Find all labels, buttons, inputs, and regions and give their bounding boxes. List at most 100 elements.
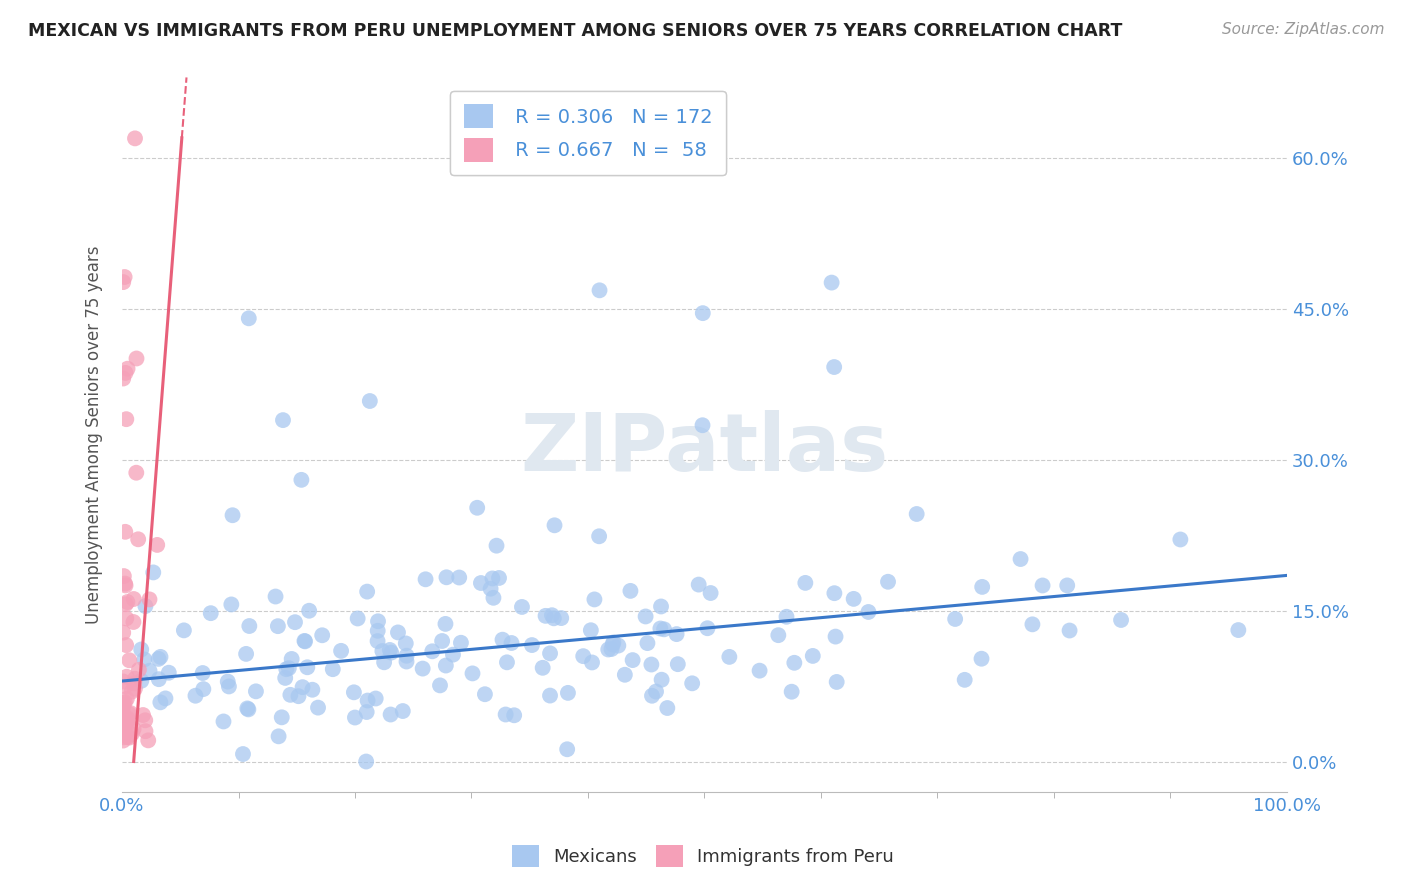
Point (294, 633, 316, 648)
Point (184, 689, 207, 703)
Point (380, 646, 402, 660)
Point (200, 606, 222, 620)
Point (510, 599, 533, 614)
Point (794, 575, 817, 590)
Point (434, 658, 457, 673)
Point (356, 584, 378, 599)
Point (122, 592, 145, 607)
Point (118, 731, 141, 745)
Point (681, 676, 703, 690)
Point (114, 680, 136, 694)
Point (371, 644, 394, 658)
Point (496, 656, 519, 670)
Point (271, 413, 294, 427)
Point (112, 371, 135, 385)
Point (972, 580, 994, 594)
Point (356, 705, 378, 719)
Point (138, 664, 160, 678)
Point (112, 275, 135, 289)
Point (651, 673, 673, 687)
Point (718, 649, 741, 664)
Text: MEXICAN VS IMMIGRANTS FROM PERU UNEMPLOYMENT AMONG SENIORS OVER 75 YEARS CORRELA: MEXICAN VS IMMIGRANTS FROM PERU UNEMPLOY… (28, 22, 1122, 40)
Point (359, 394, 381, 409)
Legend: Mexicans, Immigrants from Peru: Mexicans, Immigrants from Peru (505, 838, 901, 874)
Point (534, 608, 557, 623)
Point (650, 622, 672, 636)
Point (420, 644, 443, 658)
Point (1059, 624, 1081, 638)
Point (579, 624, 602, 638)
Point (1056, 578, 1078, 592)
Point (236, 701, 259, 715)
Point (129, 642, 152, 657)
Point (322, 662, 344, 676)
Point (415, 572, 437, 586)
Point (436, 570, 458, 584)
Point (125, 351, 148, 366)
Point (621, 653, 644, 667)
Point (666, 657, 689, 672)
Point (238, 311, 260, 326)
Point (657, 701, 679, 715)
Point (619, 583, 641, 598)
Point (783, 656, 806, 670)
Point (367, 615, 389, 629)
Point (114, 578, 136, 592)
Point (858, 605, 880, 619)
Point (114, 366, 136, 380)
Point (124, 681, 146, 696)
Point (115, 714, 138, 729)
Point (501, 636, 523, 650)
Point (112, 711, 135, 725)
Point (461, 666, 484, 681)
Point (503, 708, 526, 723)
Point (613, 667, 636, 681)
Point (380, 707, 402, 722)
Point (155, 691, 177, 706)
Point (636, 636, 658, 650)
Point (367, 624, 389, 638)
Point (297, 660, 319, 674)
Point (470, 576, 492, 591)
Point (842, 591, 865, 606)
Point (665, 627, 688, 641)
Point (191, 666, 214, 681)
Point (114, 726, 136, 740)
Point (387, 625, 409, 640)
Point (134, 724, 156, 739)
Point (115, 638, 138, 652)
Point (598, 642, 620, 657)
Point (650, 599, 672, 614)
Point (343, 685, 366, 699)
Point (391, 704, 413, 718)
Point (112, 733, 135, 747)
Point (692, 306, 714, 320)
Point (699, 586, 721, 600)
Point (1109, 613, 1132, 627)
Point (112, 696, 135, 710)
Point (474, 687, 496, 701)
Text: Source: ZipAtlas.com: Source: ZipAtlas.com (1222, 22, 1385, 37)
Point (117, 712, 139, 726)
Point (607, 639, 630, 653)
Point (157, 665, 180, 680)
Point (602, 635, 624, 649)
Point (485, 539, 508, 553)
Point (768, 628, 790, 642)
Point (148, 652, 170, 666)
Point (373, 655, 395, 669)
Point (134, 599, 156, 613)
Point (122, 615, 145, 629)
Point (395, 655, 418, 669)
Point (148, 672, 170, 686)
Point (274, 671, 297, 685)
Point (395, 636, 418, 650)
Point (117, 595, 139, 609)
Y-axis label: Unemployment Among Seniors over 75 years: Unemployment Among Seniors over 75 years (86, 245, 103, 624)
Point (550, 611, 572, 625)
Point (115, 691, 138, 706)
Point (602, 637, 624, 651)
Point (688, 577, 710, 591)
Point (441, 648, 464, 662)
Point (495, 707, 517, 722)
